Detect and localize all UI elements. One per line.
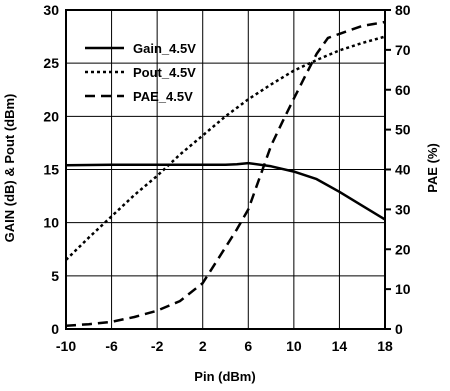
y-right-tick-label: 60 [395, 82, 411, 98]
y-left-tick-label: 25 [43, 55, 59, 71]
y-axis-right-label: PAE (%) [425, 143, 440, 193]
x-tick-label: 6 [244, 338, 252, 354]
x-tick-label: -10 [56, 338, 76, 354]
y-axis-left-label: GAIN (dB) & Pout (dBm) [2, 94, 17, 243]
y-left-tick-label: 5 [51, 268, 59, 284]
x-tick-label: 14 [332, 338, 348, 354]
y-right-tick-label: 70 [395, 42, 411, 58]
y-left-tick-label: 10 [43, 215, 59, 231]
x-axis-label: Pin (dBm) [194, 369, 255, 384]
series-line-pae-4-5v [65, 20, 386, 328]
y-right-tick-label: 80 [395, 2, 411, 18]
x-tick-label: -2 [151, 338, 164, 354]
x-tick-label: -6 [105, 338, 118, 354]
y-left-tick-label: 30 [43, 2, 59, 18]
x-tick-label: 18 [377, 338, 393, 354]
y-right-tick-label: 30 [395, 201, 411, 217]
x-tick-label: 10 [286, 338, 302, 354]
y-right-tick-label: 40 [395, 162, 411, 178]
legend: Gain_4.5V Pout_4.5V PAE_4.5V [85, 41, 196, 104]
y-right-tick-label: 10 [395, 281, 411, 297]
tick-labels: -10 -6 -2 2 6 10 14 180510152025300102030405060… [43, 2, 410, 354]
grid [66, 10, 385, 329]
y-right-tick-label: 50 [395, 122, 411, 138]
series-line-gain-4-5v [65, 161, 386, 221]
series-line-pout-4-5v [65, 35, 386, 261]
y-left-tick-label: 20 [43, 108, 59, 124]
series-layer [65, 20, 386, 328]
y-right-tick-label: 0 [395, 321, 403, 337]
y-right-tick-label: 20 [395, 241, 411, 257]
x-tick-label: 2 [199, 338, 207, 354]
y-left-tick-label: 0 [51, 321, 59, 337]
legend-label: Gain_4.5V [133, 41, 196, 56]
y-left-tick-label: 15 [43, 162, 59, 178]
legend-label: Pout_4.5V [133, 65, 196, 80]
legend-label: PAE_4.5V [133, 89, 193, 104]
